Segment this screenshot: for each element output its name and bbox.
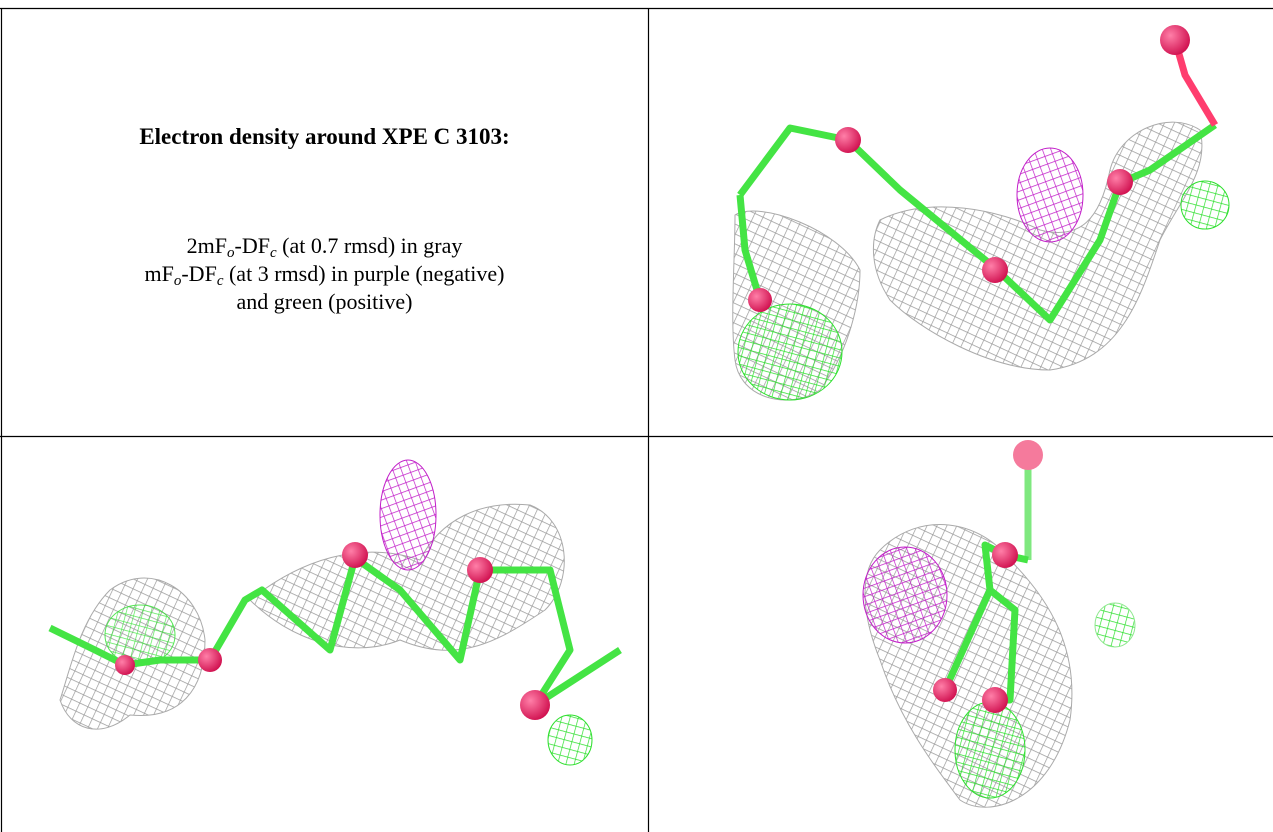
caption-text: (at 3 rmsd) in purple (negative) xyxy=(223,261,505,286)
caption-text: mF xyxy=(144,261,174,286)
caption-text: -DF xyxy=(234,233,270,258)
density-view-2 xyxy=(48,459,622,766)
table-grid xyxy=(0,7,1273,832)
caption-text: (at 0.7 rmsd) in gray xyxy=(276,233,463,258)
subscript: c xyxy=(269,245,277,261)
caption-text: and green (positive) xyxy=(236,289,413,314)
caption-line: and green (positive) xyxy=(2,288,647,316)
caption-line: 2mFo-DFc (at 0.7 rmsd) in gray xyxy=(2,232,647,261)
caption-text: -DF xyxy=(181,261,217,286)
caption-title: Electron density around XPE C 3103: xyxy=(139,124,510,149)
density-view-3 xyxy=(862,440,1136,808)
subscript: c xyxy=(216,273,224,289)
caption-text: 2mF xyxy=(186,233,227,258)
subscript: o xyxy=(173,273,182,289)
caption-line: mFo-DFc (at 3 rmsd) in purple (negative) xyxy=(2,260,647,289)
density-view-1 xyxy=(732,25,1230,401)
subscript: o xyxy=(227,245,235,261)
caption-lines: 2mFo-DFc (at 0.7 rmsd) in gray mFo-DFc (a… xyxy=(2,232,647,316)
